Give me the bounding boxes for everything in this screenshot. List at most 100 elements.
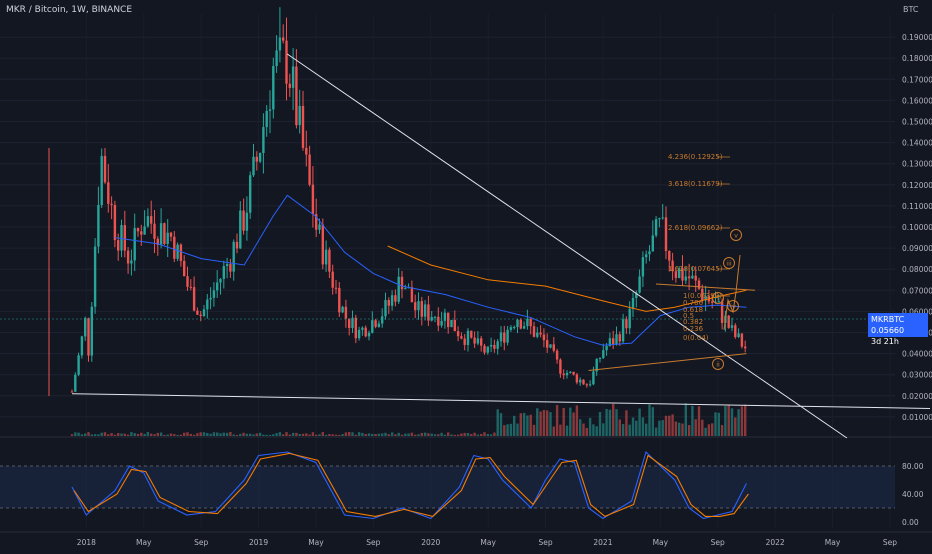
volume-bar (348, 432, 351, 436)
volume-bar (400, 434, 404, 436)
candle-body (381, 316, 384, 324)
volume-bar (506, 424, 509, 436)
ma-slow-line (387, 245, 747, 312)
volume-bar (476, 434, 480, 436)
candle-body (704, 296, 707, 301)
candle-body (390, 295, 394, 306)
volume-bar (206, 432, 209, 436)
candle-body (585, 384, 588, 386)
volume-bar (252, 434, 255, 436)
wave-label: v (734, 232, 738, 240)
candle-body (463, 338, 466, 345)
candle-body (404, 288, 407, 290)
volume-bar (615, 409, 618, 436)
candle-body (631, 297, 635, 309)
candle-body (93, 246, 97, 307)
x-tick-label: May (480, 538, 496, 547)
stoch-layer (0, 450, 895, 520)
candle-body (480, 338, 483, 346)
currency-label: BTC (903, 5, 919, 14)
price-tag-countdown: 3d 21h (871, 337, 899, 346)
volume-bar (430, 433, 433, 436)
wave-label-circle (712, 358, 724, 370)
volume-bar (288, 434, 291, 436)
volume-bar (394, 434, 397, 436)
wave-label: ii (716, 361, 720, 369)
y-tick-label: 0.19000 (902, 33, 932, 42)
candle-body (328, 249, 331, 272)
candle-body (559, 359, 562, 374)
candle-body (130, 260, 133, 264)
volume-bar (532, 424, 536, 436)
volume-bar (701, 419, 704, 436)
volume-bar (496, 409, 499, 436)
candle-body (394, 295, 397, 302)
volume-bar (572, 412, 575, 436)
x-tick-label: Sep (883, 538, 897, 547)
candle-body (371, 320, 374, 333)
volume-bar (255, 433, 258, 436)
volume-bar (404, 433, 407, 436)
volume-bar (552, 426, 555, 436)
candle-body (103, 155, 107, 183)
candle-body (77, 355, 80, 375)
volume-bar (390, 432, 394, 436)
candle-body (252, 156, 255, 176)
volume-bar (635, 420, 638, 436)
volume-bar (70, 434, 74, 436)
x-tick-label: Sep (538, 538, 552, 547)
candle-body (668, 250, 671, 261)
volume-bar (216, 432, 219, 436)
volume-bar (407, 433, 410, 436)
volume-bar (539, 411, 542, 436)
volume-bar (668, 415, 671, 436)
y-tick-label: 0.11000 (902, 202, 932, 211)
wave-label: i (717, 295, 719, 303)
y-tick-label: 0.12000 (902, 181, 932, 190)
candle-body (697, 280, 701, 289)
volume-bar (140, 432, 143, 436)
volume-bar (239, 433, 242, 436)
volume-bar (308, 434, 311, 436)
candle-body (552, 344, 555, 351)
candle-body (225, 264, 229, 267)
candle-body (440, 320, 443, 326)
fib-level-label: 0.618 (683, 306, 703, 314)
volume-bar (410, 432, 414, 436)
volume-bar (447, 432, 450, 436)
volume-bar (687, 425, 691, 436)
candle-body (740, 333, 744, 347)
candle-body (113, 205, 117, 241)
volume-bar (585, 427, 588, 436)
volume-bar (648, 404, 651, 436)
candle-body (503, 332, 506, 343)
candle-body (608, 338, 612, 346)
candle-body (146, 216, 150, 227)
candle-body (499, 332, 503, 342)
candle-body (229, 264, 232, 272)
x-tick-label: Sep (366, 538, 380, 547)
volume-bar (612, 403, 615, 436)
candle-body (575, 374, 579, 383)
candle-body (357, 329, 361, 339)
candle-body (387, 300, 390, 306)
candle-body (163, 223, 166, 244)
volume-bar (621, 424, 625, 436)
candle-body (311, 184, 315, 215)
x-tick-label: May (825, 538, 841, 547)
volume-bar (697, 406, 701, 436)
y-tick-label: 0.18000 (902, 54, 932, 63)
candle-body (605, 345, 608, 351)
volume-bar (569, 407, 572, 436)
volume-bar (285, 432, 288, 436)
candle-body (179, 244, 183, 262)
candle-body (618, 334, 621, 342)
candle-body (476, 338, 480, 344)
volume-bar (371, 433, 374, 436)
candle-body (447, 312, 450, 328)
candle-body (354, 317, 357, 339)
symbol-title: MKR / Bitcoin, 1W, BINANCE (6, 5, 133, 15)
volume-bar (318, 434, 321, 436)
